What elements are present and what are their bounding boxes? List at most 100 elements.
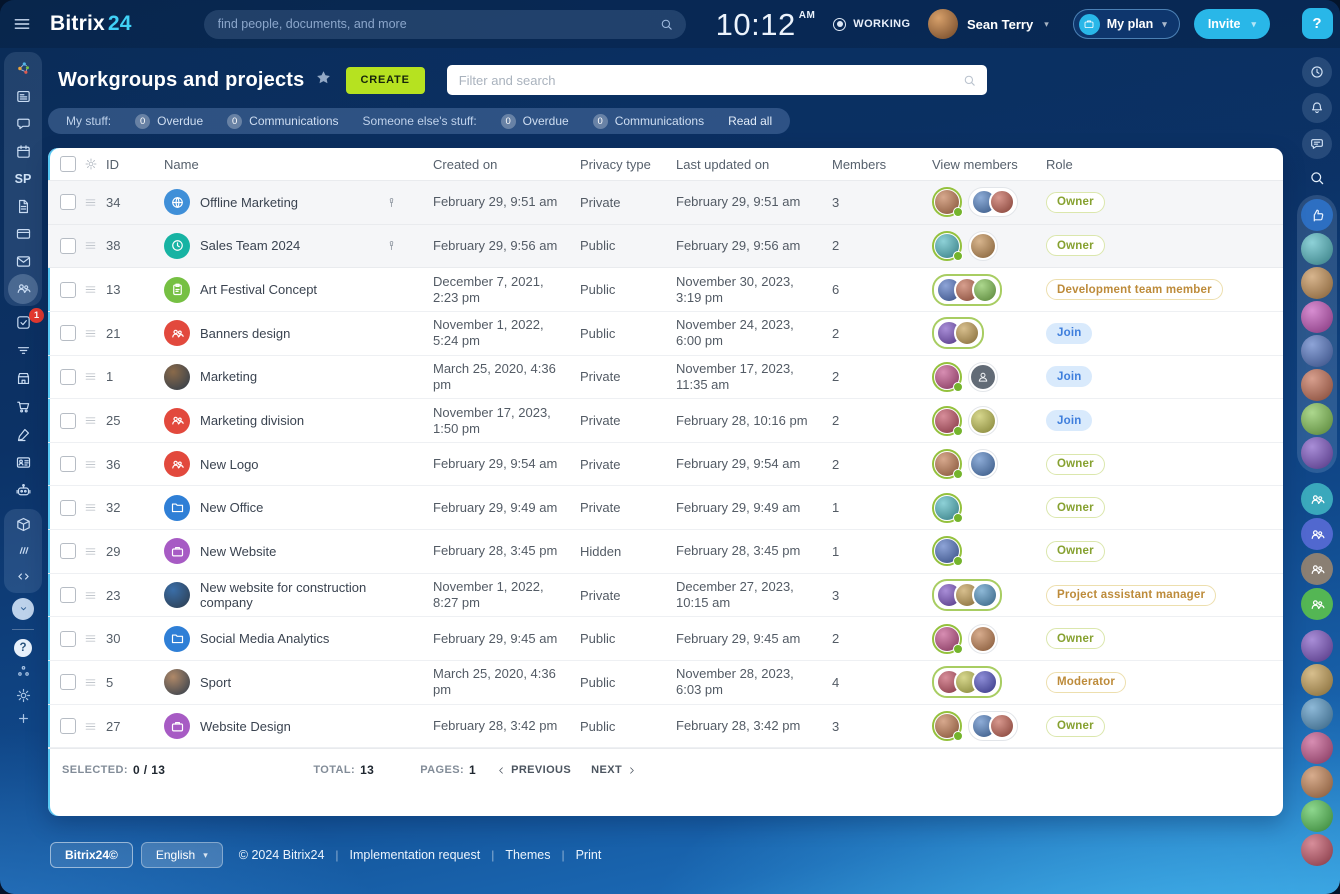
column-header-view-members[interactable]: View members [932, 156, 1018, 172]
recent-chat-avatar[interactable] [1301, 369, 1333, 401]
member-avatar[interactable] [932, 536, 963, 567]
filter-search[interactable] [446, 65, 987, 95]
member-avatar[interactable] [932, 711, 963, 741]
table-row[interactable]: 30 Social Media Analytics February 29, 9:4… [48, 617, 1283, 662]
row-checkbox[interactable] [60, 630, 76, 647]
recent-chat-avatar[interactable] [1301, 233, 1333, 265]
role-badge[interactable]: Owner [1046, 540, 1105, 562]
role-badge[interactable]: Owner [1046, 497, 1105, 519]
row-checkbox[interactable] [60, 368, 76, 385]
row-menu-icon[interactable] [84, 414, 106, 427]
clock-display[interactable]: 10:12 AM [715, 6, 816, 42]
sidebar-item-newsfeed[interactable] [4, 83, 42, 111]
sidebar-item-store[interactable] [4, 393, 42, 421]
workgroup-name[interactable]: New Office [200, 500, 264, 516]
role-badge[interactable]: Owner [1046, 191, 1105, 213]
table-row[interactable]: 32 New Office February 29, 9:49 am Private F… [48, 486, 1283, 531]
sidebar-item-tasks[interactable]: 1 [4, 307, 44, 337]
recent-chat-avatar[interactable] [1301, 403, 1333, 435]
group-chat-avatar[interactable] [1301, 588, 1333, 620]
table-row[interactable]: 13 Art Festival Concept December 7, 2021, … [48, 268, 1283, 312]
row-menu-icon[interactable] [84, 196, 106, 209]
row-checkbox[interactable] [60, 281, 76, 298]
sidebar-item-sp[interactable]: SP [4, 165, 42, 193]
user-menu[interactable]: Sean Terry ▾ [927, 9, 1049, 39]
sidebar-item-help[interactable]: ? [4, 637, 42, 661]
member-avatar[interactable] [932, 623, 963, 654]
role-badge[interactable]: Owner [1046, 715, 1105, 737]
sidebar-item-hr[interactable] [4, 449, 42, 477]
sidebar-item-messenger[interactable] [4, 110, 42, 138]
sidebar-item-mail[interactable] [4, 248, 42, 276]
sidebar-item-copilot[interactable] [4, 477, 42, 505]
sidebar-item-workgroups[interactable] [4, 273, 42, 304]
recent-chat-avatar[interactable] [1301, 301, 1333, 333]
table-row[interactable]: 27 Website Design February 28, 3:42 pm Publ… [48, 705, 1283, 749]
table-row[interactable]: 1 Marketing March 25, 2020, 4:36 pm Private… [48, 356, 1283, 400]
role-badge[interactable]: Development team member [1046, 279, 1223, 301]
language-selector[interactable]: English ▾ [140, 842, 223, 868]
member-avatar[interactable] [932, 187, 963, 218]
row-checkbox[interactable] [60, 456, 76, 473]
footer-link-implementation-request[interactable]: Implementation request [349, 848, 481, 862]
grid-settings-gear-icon[interactable] [84, 157, 106, 171]
working-status[interactable]: WORKING [833, 17, 910, 31]
row-menu-icon[interactable] [84, 720, 106, 733]
sidebar-item-settings[interactable] [4, 684, 42, 708]
workgroup-name[interactable]: Marketing [200, 369, 258, 385]
messenger-button[interactable] [1302, 129, 1332, 159]
sidebar-item-structure[interactable] [4, 660, 42, 684]
row-menu-icon[interactable] [84, 545, 106, 558]
counter-someone-overdue[interactable]: 0 Overdue [500, 113, 569, 129]
global-search[interactable] [203, 9, 686, 39]
member-avatar[interactable] [932, 449, 963, 480]
table-row[interactable]: 38 Sales Team 2024 February 29, 9:56 am Pub… [48, 224, 1283, 269]
column-header-role[interactable]: Role [1046, 156, 1073, 172]
row-checkbox[interactable] [60, 587, 76, 604]
row-menu-icon[interactable] [84, 458, 106, 471]
sidebar-item-network[interactable] [4, 55, 42, 83]
user-avatar[interactable] [927, 9, 958, 39]
row-menu-icon[interactable] [84, 327, 106, 340]
time-manager-button[interactable] [1302, 57, 1332, 87]
row-menu-icon[interactable] [84, 283, 106, 296]
footer-link-print[interactable]: Print [575, 848, 602, 862]
bitrix24-logo[interactable]: Bitrix 24 [50, 12, 132, 35]
member-avatars-group[interactable] [968, 711, 1018, 741]
sidebar-item-add[interactable] [4, 707, 42, 731]
row-checkbox[interactable] [60, 499, 76, 516]
member-avatars-group[interactable] [932, 317, 984, 350]
sidebar-item-calendar[interactable] [4, 138, 42, 166]
row-checkbox[interactable] [60, 543, 76, 560]
member-avatars-group[interactable] [932, 579, 1002, 612]
sidebar-item-documents[interactable] [4, 193, 42, 221]
select-all-checkbox[interactable] [60, 156, 76, 172]
bitrix24-footer-button[interactable]: Bitrix24© [50, 842, 133, 868]
read-all-button[interactable]: Read all [728, 114, 773, 128]
search-icon[interactable] [962, 73, 977, 88]
create-button[interactable]: CREATE [345, 66, 425, 94]
column-header-created[interactable]: Created on [433, 156, 498, 172]
role-badge[interactable]: Join [1046, 322, 1093, 344]
member-avatars-group[interactable] [932, 666, 1002, 699]
recent-chat-avatar[interactable] [1301, 766, 1333, 798]
main-menu-icon[interactable] [12, 13, 34, 35]
workgroup-name[interactable]: Banners design [200, 325, 291, 341]
counter-my-overdue[interactable]: 0 Overdue [135, 113, 203, 129]
group-chat-avatar[interactable] [1301, 518, 1333, 550]
member-avatars-group[interactable] [968, 187, 1018, 218]
column-header-members[interactable]: Members [832, 156, 887, 172]
sidebar-collapse-button[interactable] [12, 597, 34, 620]
recent-chat-avatar[interactable] [1301, 267, 1333, 299]
row-checkbox[interactable] [60, 412, 76, 429]
row-menu-icon[interactable] [84, 239, 106, 252]
row-checkbox[interactable] [60, 194, 76, 211]
recent-chat-avatar[interactable] [1301, 664, 1333, 696]
table-row[interactable]: 23 New website for construction company No… [48, 574, 1283, 618]
sidebar-item-sign[interactable] [4, 421, 42, 449]
global-search-input[interactable] [215, 16, 659, 32]
workgroup-name[interactable]: New website for construction company [200, 580, 367, 611]
workgroup-name[interactable]: Social Media Analytics [200, 631, 330, 647]
workgroup-name[interactable]: Sport [200, 674, 232, 690]
role-badge[interactable]: Join [1046, 366, 1093, 388]
